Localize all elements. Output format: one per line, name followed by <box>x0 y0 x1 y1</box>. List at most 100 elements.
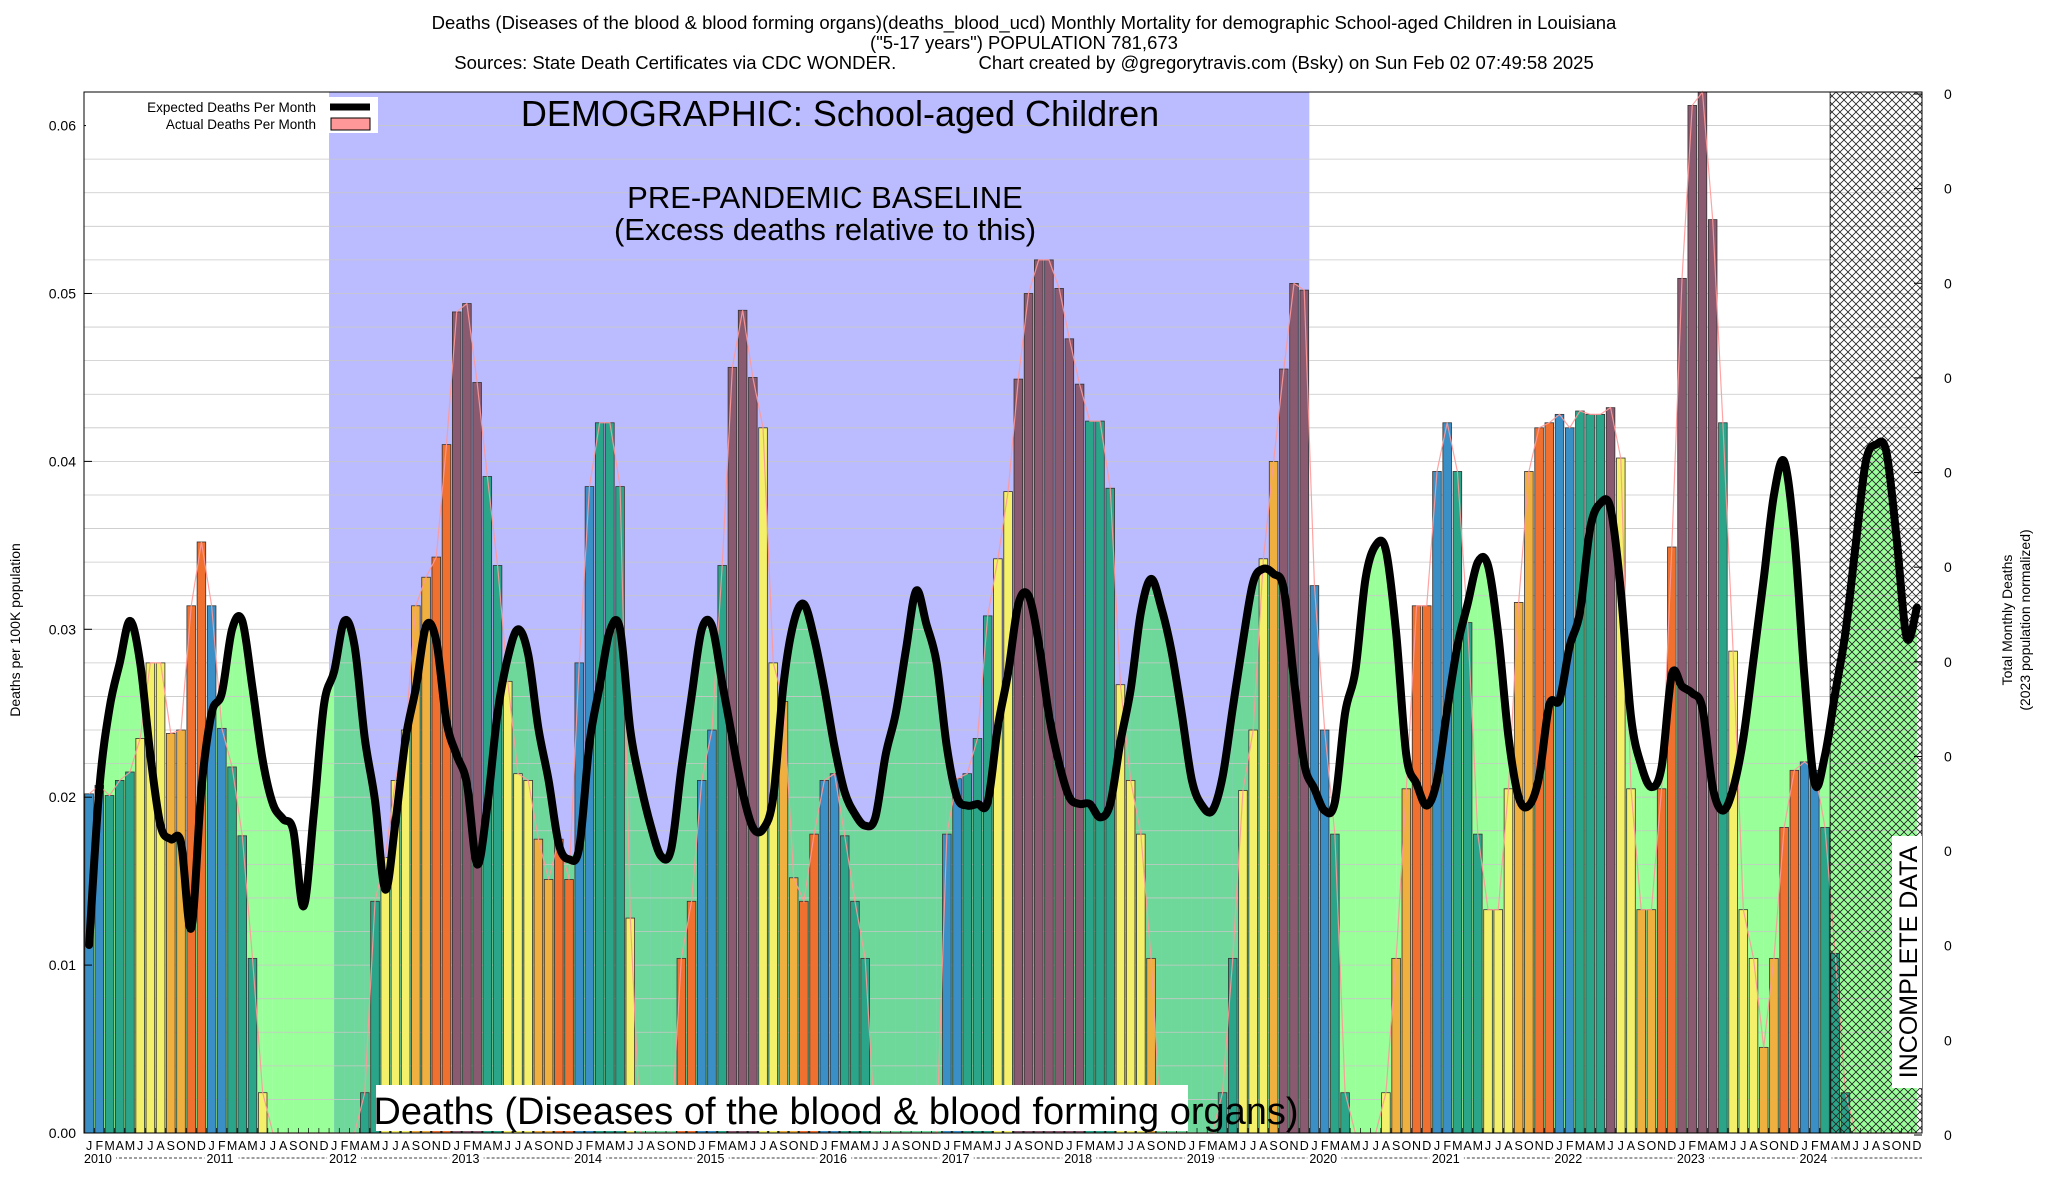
x-month-label: F <box>218 1139 226 1153</box>
x-month-label: A <box>1872 1139 1881 1153</box>
x-month-label: M <box>492 1139 502 1153</box>
x-month-label: A <box>1586 1139 1595 1153</box>
actual-bar <box>829 773 840 1134</box>
x-month-label: J <box>270 1139 276 1153</box>
expected-area-segment <box>1191 780 1203 1133</box>
x-month-label: O <box>176 1139 186 1153</box>
expected-area-segment <box>885 713 896 1133</box>
x-month-label: J <box>1679 1139 1685 1153</box>
x-month-label: A <box>1749 1139 1758 1153</box>
y2-tick-label: 0 <box>1944 275 1952 291</box>
actual-bar <box>1462 622 1473 1134</box>
actual-bar <box>1279 368 1289 1134</box>
x-month-label: M <box>472 1139 482 1153</box>
x-month-label: M <box>1575 1139 1585 1153</box>
x-month-label: D <box>1055 1139 1064 1153</box>
x-month-label: O <box>299 1139 309 1153</box>
x-month-label: A <box>1341 1139 1350 1153</box>
x-month-label: J <box>1730 1139 1736 1153</box>
actual-bar <box>707 729 717 1134</box>
x-month-label: A <box>1627 1139 1636 1153</box>
actual-bar <box>206 605 217 1134</box>
y-tick-label: 0.03 <box>49 621 76 637</box>
x-year-label-background <box>572 1151 607 1165</box>
x-month-label: O <box>1156 1139 1166 1153</box>
actual-bar <box>1513 602 1524 1134</box>
actual-bar <box>1003 491 1013 1134</box>
x-month-label: N <box>309 1139 318 1153</box>
actual-bar <box>1799 761 1810 1134</box>
x-month-label: J <box>1863 1139 1869 1153</box>
x-month-label: S <box>1392 1139 1400 1153</box>
x-month-label: S <box>657 1139 665 1153</box>
actual-bar <box>1575 410 1585 1134</box>
x-month-label: J <box>1311 1139 1317 1153</box>
x-month-label: N <box>922 1139 931 1153</box>
actual-bar <box>1718 422 1728 1134</box>
actual-bar <box>1554 413 1565 1134</box>
x-month-label: S <box>289 1139 297 1153</box>
expected-area-segment <box>1161 607 1172 1133</box>
actual-bar <box>1248 729 1258 1134</box>
x-month-label: M <box>1718 1139 1728 1153</box>
y2-tick-label: 0 <box>1944 1032 1952 1048</box>
actual-bar <box>1125 780 1136 1134</box>
x-month-label: O <box>1769 1139 1779 1153</box>
x-month-label: J <box>699 1139 705 1153</box>
x-month-label: D <box>565 1139 574 1153</box>
expected-area-segment <box>1355 578 1366 1133</box>
expected-area-segment <box>875 755 886 1133</box>
x-year-label-background <box>939 1151 974 1165</box>
actual-bar <box>1381 1092 1391 1134</box>
expected-area-segment <box>1202 805 1213 1133</box>
x-month-label: M <box>615 1139 625 1153</box>
actual-bar <box>1565 427 1575 1134</box>
x-year-label: 2024 <box>1799 1152 1827 1166</box>
x-month-label: J <box>1362 1139 1368 1153</box>
x-month-label: F <box>1198 1139 1206 1153</box>
chart-sources-line: Sources: State Death Certificates via CD… <box>454 52 1594 73</box>
x-year-label: 2016 <box>819 1152 847 1166</box>
x-month-label: D <box>442 1139 451 1153</box>
x-month-label: M <box>1595 1139 1605 1153</box>
y2-tick-label: 0 <box>1944 1127 1952 1143</box>
x-month-label: A <box>401 1139 410 1153</box>
x-month-label: O <box>421 1139 431 1153</box>
x-month-label: A <box>524 1139 533 1153</box>
x-month-label: F <box>341 1139 349 1153</box>
x-month-label: J <box>209 1139 215 1153</box>
actual-bar <box>1697 91 1708 1134</box>
x-month-label: M <box>1105 1139 1115 1153</box>
expected-deaths-line <box>85 437 1921 949</box>
x-month-label: D <box>319 1139 328 1153</box>
actual-bar <box>1483 909 1493 1134</box>
actual-bar <box>1085 420 1095 1134</box>
chart-title-line1: Deaths (Diseases of the blood & blood fo… <box>431 12 1617 33</box>
actual-bar <box>1411 605 1422 1134</box>
x-month-label: S <box>1514 1139 1522 1153</box>
expected-area-segment <box>650 825 661 1133</box>
actual-bar <box>1258 558 1269 1134</box>
x-month-label: A <box>1137 1139 1146 1153</box>
x-month-label: N <box>1902 1139 1911 1153</box>
x-month-label: A <box>1831 1139 1840 1153</box>
legend-actual-label: Actual Deaths Per Month <box>166 117 316 132</box>
x-year-label-background <box>1307 1151 1342 1165</box>
x-month-label: J <box>882 1139 888 1153</box>
x-month-label: J <box>1556 1139 1562 1153</box>
x-year-label: 2021 <box>1432 1152 1460 1166</box>
x-month-label: A <box>1218 1139 1227 1153</box>
expected-area-segment <box>354 646 365 1133</box>
actual-bar <box>1503 788 1514 1134</box>
x-year-label-background <box>1797 1151 1832 1165</box>
x-month-label: A <box>851 1139 860 1153</box>
x-year-label: 2018 <box>1064 1152 1092 1166</box>
x-month-label: M <box>1085 1139 1095 1153</box>
x-year-label-background <box>449 1151 484 1165</box>
actual-bar <box>1820 827 1830 1134</box>
actual-bar <box>1789 769 1800 1134</box>
x-month-label: D <box>1912 1139 1921 1153</box>
x-year-label: 2010 <box>84 1152 112 1166</box>
actual-bar <box>1493 909 1503 1134</box>
